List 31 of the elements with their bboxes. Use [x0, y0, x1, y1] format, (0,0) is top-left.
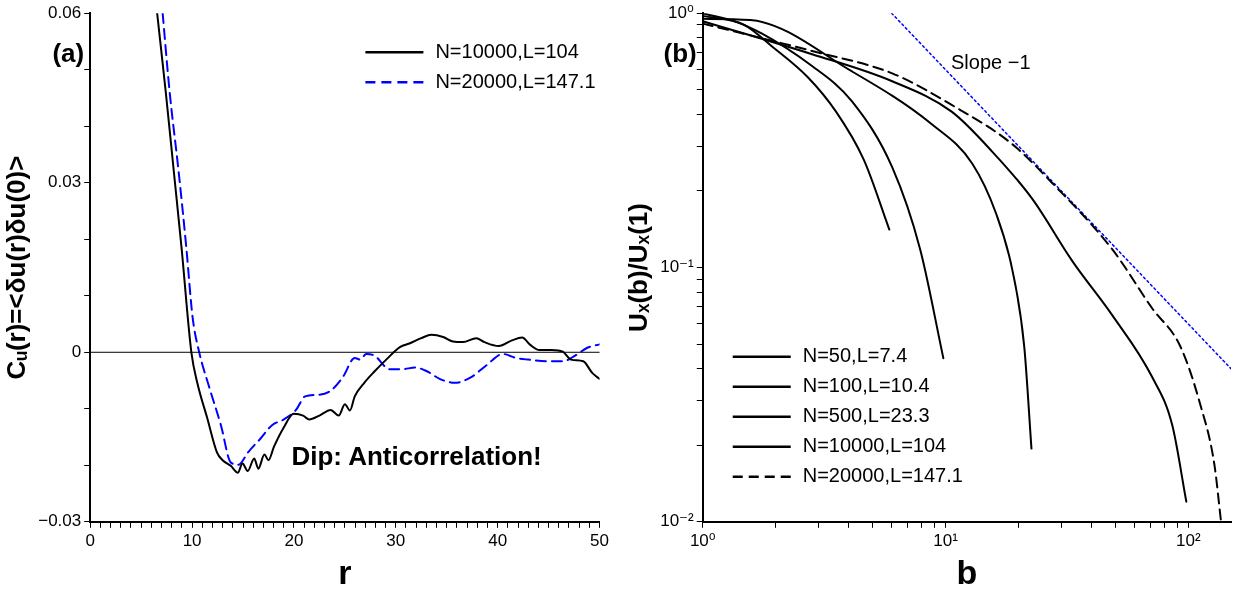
y-tick-label: −0.03 [38, 511, 82, 531]
y-tick-label: 10⁻¹ [660, 257, 695, 277]
x-tick-label: 10 [182, 530, 202, 550]
y-axis-title: Uₓ(b)/Uₓ(1) [622, 203, 653, 332]
x-tick-label: 0 [85, 530, 95, 550]
y-tick-label: 10⁰ [668, 2, 694, 22]
x-tick-label: 10¹ [933, 530, 959, 550]
legend-label: N=10000,L=104 [802, 434, 947, 457]
x-tick-label: 20 [284, 530, 304, 550]
x-tick-label: 50 [590, 530, 610, 550]
legend-label: N=50,L=7.4 [802, 344, 908, 367]
text: (b) [663, 38, 697, 69]
x-tick-label: 30 [386, 530, 406, 550]
legend-label: N=500,L=23.3 [802, 404, 930, 427]
x-tick-label: 40 [488, 530, 508, 550]
text: (a) [52, 38, 85, 69]
x-axis-title: r [338, 552, 352, 591]
legend-label: N=10000,L=104 [435, 39, 579, 62]
annotation: Dip: Anticorrelation! [291, 441, 542, 472]
y-tick-label: 10⁻² [660, 511, 695, 531]
legend-label: N=20000,L=147.1 [802, 464, 963, 487]
y-tick-label: 0.06 [48, 2, 82, 22]
y-tick-label: 0.03 [48, 172, 82, 192]
x-tick-label: 10⁰ [689, 530, 716, 550]
x-axis-title: b [956, 552, 978, 591]
y-axis-title: Cᵤ(r)=<δu(r)δu(0)> [0, 155, 31, 380]
legend-label: N=20000,L=147.1 [435, 69, 596, 92]
annotation: Slope −1 [951, 50, 1031, 73]
y-tick-label: 0 [71, 341, 82, 361]
legend-label: N=100,L=10.4 [802, 374, 930, 397]
x-tick-label: 10² [1175, 530, 1201, 550]
